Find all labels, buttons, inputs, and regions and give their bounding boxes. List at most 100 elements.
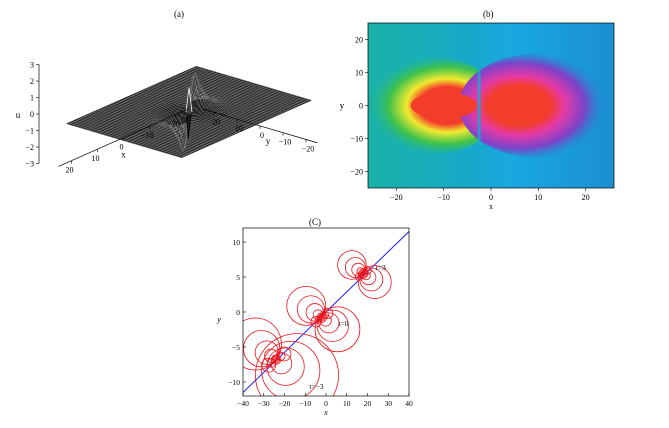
surface-mesh-line <box>120 81 251 146</box>
surface-mesh-line <box>131 85 262 144</box>
x-tick-label: 10 <box>534 193 542 202</box>
contour-area <box>243 231 409 396</box>
contour-core <box>359 269 368 278</box>
contour-core <box>360 270 367 277</box>
contour-core <box>273 356 279 363</box>
surface-mesh-line <box>93 74 224 132</box>
surface-mesh-line <box>146 89 278 148</box>
x-tick-label: 0 <box>324 399 328 408</box>
surface-peak <box>185 87 193 113</box>
contour-core <box>274 358 278 362</box>
x-tick-label: 20 <box>364 399 372 408</box>
surface-mesh-dark <box>66 66 312 158</box>
surface-mesh-line <box>143 88 274 147</box>
contour-core <box>317 313 326 322</box>
surface-mesh-line <box>97 75 228 133</box>
contour-line <box>261 341 321 396</box>
surface-mesh-line <box>166 95 297 154</box>
contour-line <box>359 267 384 292</box>
y-tick-label: −10 <box>228 378 240 387</box>
y-tick-label: 0 <box>260 131 264 140</box>
x-axis-label: x <box>489 202 493 211</box>
right-core <box>486 92 553 119</box>
surface-mesh-line <box>158 93 289 152</box>
contour-line <box>266 347 305 386</box>
contour-line <box>286 286 327 326</box>
y-tick-label: 0 <box>359 102 363 111</box>
surface-mesh-line <box>177 98 308 157</box>
y-tick-label: 10 <box>233 238 241 247</box>
panel-a-label: (a) <box>174 9 184 19</box>
x-tick-label: −10 <box>299 399 311 408</box>
surface-mesh-line <box>154 92 285 150</box>
surface-mesh-line <box>104 77 235 136</box>
x-tick-label: −20 <box>279 399 291 408</box>
contour-line <box>316 309 349 342</box>
x-tick-label: 40 <box>405 399 413 408</box>
surface-mesh-line <box>116 80 247 139</box>
y-tick-label: 0 <box>236 308 240 317</box>
contour-line <box>337 250 367 280</box>
contour-plot: −40 −30 −20 −10 0 10 20 30 40 10 5 0 −5 −10 x y t=3 t=0 t=… <box>216 227 413 417</box>
panel-c-label: (C) <box>309 217 321 227</box>
z-tick-label: 3 <box>30 61 34 70</box>
surface-mesh-line <box>66 66 197 124</box>
contour-line <box>357 265 392 299</box>
y-axis-label: y <box>266 136 271 146</box>
surface-mesh-line <box>74 68 205 127</box>
x-tick-label: 20 <box>66 166 74 175</box>
x-tick-label: −20 <box>390 193 403 202</box>
panel-b-label: (b) <box>483 9 494 19</box>
surface-mesh-line <box>70 67 201 126</box>
x-axis-label: x <box>323 408 328 417</box>
panel-b: (b) −20 −10 0 10 20 20 10 0 −10 −20 x y <box>335 0 669 225</box>
surface-mesh-line <box>173 97 304 156</box>
z-tick-label: 0 <box>30 110 34 119</box>
z-tick-label: −2 <box>25 143 34 152</box>
left-core <box>410 92 477 119</box>
contour-core <box>270 354 282 365</box>
contour-group <box>286 286 361 353</box>
y-tick-label: 10 <box>355 69 363 78</box>
x-tick-label: 0 <box>489 193 493 202</box>
z-tick-label: −3 <box>25 160 34 169</box>
surface-trough <box>186 113 192 139</box>
time-annotation: t=−3 <box>309 382 324 391</box>
x-tick-label: 10 <box>343 399 351 408</box>
surface-mesh-line <box>108 78 239 137</box>
y-tick-label: −10 <box>350 135 363 144</box>
x-tick-label: −10 <box>437 193 450 202</box>
y-tick-label: −20 <box>302 144 315 153</box>
x-tick-label: −40 <box>237 399 249 408</box>
contour-line <box>255 333 339 396</box>
z-tick-label: −1 <box>25 127 34 136</box>
y-tick-label: −5 <box>232 343 240 352</box>
contour-group <box>243 317 339 396</box>
x-tick-label: −20 <box>167 120 180 129</box>
heatmap-area <box>368 23 614 188</box>
surface-mesh-line <box>139 87 270 146</box>
y-tick-label: 20 <box>355 36 363 45</box>
surface-mesh-line <box>162 94 293 153</box>
contour-core <box>320 316 324 320</box>
y-axis-label: y <box>340 101 345 111</box>
contour-core <box>358 268 369 279</box>
y-tick-label: −20 <box>350 168 363 177</box>
x-tick-label: 20 <box>582 193 590 202</box>
time-annotation: t=0 <box>338 319 348 328</box>
surface-mesh-line <box>112 79 243 138</box>
x-tick-label: 0 <box>120 143 124 152</box>
y-axis-label: y <box>216 315 221 324</box>
z-tick-label: 1 <box>30 94 34 103</box>
surface-mesh-line <box>100 76 232 135</box>
contour-line <box>270 352 293 375</box>
surface-mesh-line <box>135 86 266 145</box>
x-tick-label: −10 <box>141 131 154 140</box>
surface-mesh-line <box>81 70 212 129</box>
y-tick-label: 10 <box>235 124 243 133</box>
z-tick-label: 2 <box>30 77 34 86</box>
y-tick-label: −10 <box>279 138 292 147</box>
contour-line <box>314 306 361 353</box>
surface-mesh-line <box>77 69 209 128</box>
